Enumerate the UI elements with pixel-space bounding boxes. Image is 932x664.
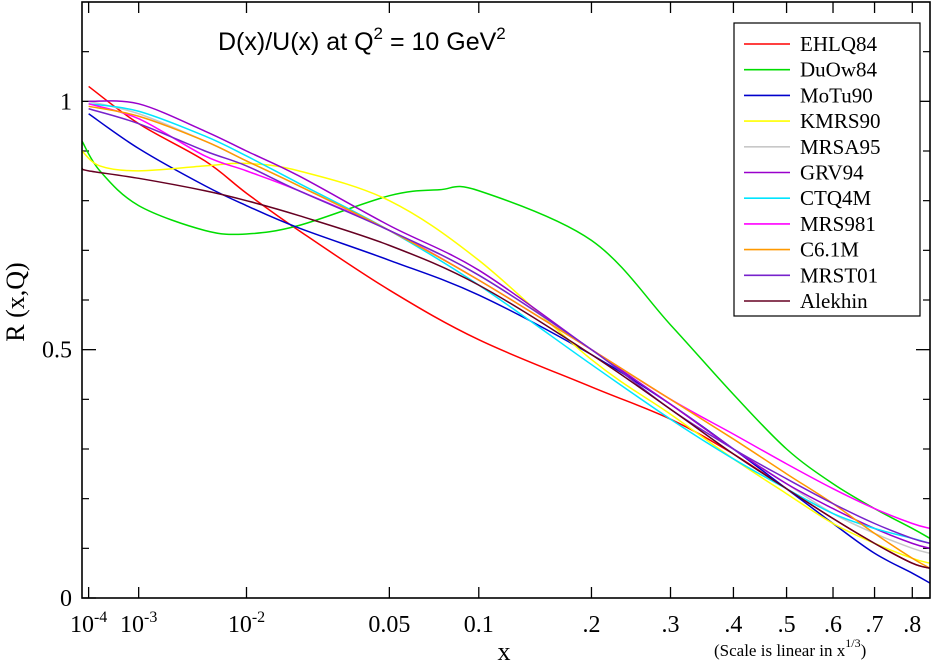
x-scale-note: (Scale is linear in x1/3) xyxy=(714,636,866,660)
chart-title-sup2: 2 xyxy=(496,24,505,43)
legend-label: KMRS90 xyxy=(800,109,881,133)
series-line-ctq4m xyxy=(88,103,931,545)
x-tick-label: .4 xyxy=(724,612,742,638)
x-tick-label: .6 xyxy=(824,612,842,638)
x-tick-label: 10-3 xyxy=(120,609,157,638)
series-line-kmrs90 xyxy=(81,150,931,564)
legend-label: MoTu90 xyxy=(800,83,873,107)
legend-label: MRST01 xyxy=(800,263,878,287)
legend-label: C6.1M xyxy=(800,238,859,262)
chart-title: D(x)/U(x) at Q2 = 10 GeV2 xyxy=(218,24,506,56)
x-scale-note-text: (Scale is linear in x xyxy=(714,641,846,660)
x-scale-note-sup: 1/3 xyxy=(845,636,860,650)
x-tick-label: .2 xyxy=(582,612,600,638)
chart-title-prefix: D(x)/U(x) at Q xyxy=(218,28,374,56)
x-tick-label: 10-2 xyxy=(228,609,265,638)
tick-layer: 10-4 10-3 10-2 0.05 0.1.2.3.4.5.6.7.800.51 xyxy=(42,2,930,638)
chart-title-sup1: 2 xyxy=(374,24,383,43)
x-tick-label-base: 10 xyxy=(70,612,94,638)
x-tick-label: .3 xyxy=(662,612,680,638)
y-tick-label: 0 xyxy=(60,586,72,612)
x-tick-label-base: 10 xyxy=(228,612,252,638)
legend-label: MRSA95 xyxy=(800,135,881,159)
x-tick-label: .5 xyxy=(778,612,796,638)
x-tick-label: .7 xyxy=(866,612,884,638)
series-line-alekhin xyxy=(81,167,931,569)
x-tick-label-exp: -3 xyxy=(144,609,157,626)
x-tick-label: .8 xyxy=(903,612,921,638)
x-tick-label-base: 10 xyxy=(120,612,144,638)
legend-label: MRS981 xyxy=(800,212,876,236)
legend-label: EHLQ84 xyxy=(800,32,877,56)
x-tick-label: 0.1 xyxy=(464,612,494,638)
legend-label: Alekhin xyxy=(800,289,868,313)
series-line-c6-1m xyxy=(88,105,931,569)
legend-label: DuOw84 xyxy=(800,58,877,82)
series-line-mrst01 xyxy=(88,108,931,545)
series-layer xyxy=(81,85,931,584)
x-axis-label: x xyxy=(498,637,511,664)
legend: EHLQ84DuOw84MoTu90KMRS90MRSA95GRV94CTQ4M… xyxy=(733,22,921,317)
series-line-duow84 xyxy=(81,140,931,540)
x-tick-label: 0.05 xyxy=(368,612,410,638)
chart-title-middle: = 10 GeV xyxy=(383,28,497,56)
legend-label: CTQ4M xyxy=(800,186,872,210)
y-axis-label: R (x,Q) xyxy=(1,262,30,341)
plot-frame xyxy=(81,1,931,599)
x-tick-label: 10-4 xyxy=(70,609,107,638)
x-tick-label-exp: -4 xyxy=(94,609,107,626)
legend-box xyxy=(733,22,921,317)
legend-label: GRV94 xyxy=(800,161,864,185)
x-scale-note-close: ) xyxy=(861,641,867,660)
y-tick-label: 0.5 xyxy=(42,338,72,364)
y-tick-label: 1 xyxy=(60,89,72,115)
x-tick-label-exp: -2 xyxy=(252,609,265,626)
